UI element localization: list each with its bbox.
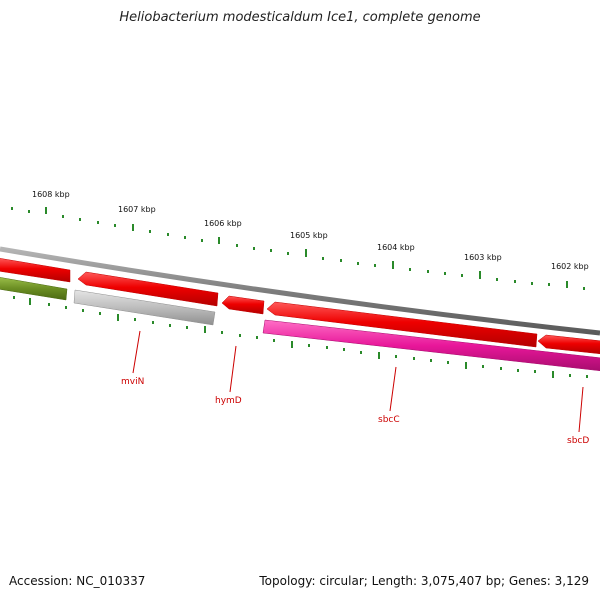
kbp-label-1603: 1603 kbp [464,253,502,262]
gene-label-sbcd[interactable]: sbcD [567,436,589,446]
forward-gene-2[interactable] [77,271,219,307]
kbp-label-1607: 1607 kbp [118,205,156,214]
kbp-label-1604: 1604 kbp [377,243,415,252]
kbp-label-1606: 1606 kbp [204,219,242,228]
gene-label-hymd[interactable]: hymD [215,396,242,406]
forward-gene-4[interactable] [266,301,538,348]
outer-ticks [11,207,585,290]
forward-gene-5[interactable] [537,334,600,355]
genome-summary-text: Topology: circular; Length: 3,075,407 bp… [259,574,589,588]
kbp-label-1605: 1605 kbp [290,231,328,240]
kbp-label-1608: 1608 kbp [32,190,70,199]
gene-leader-lines [132,330,584,433]
kbp-label-1602: 1602 kbp [551,262,589,271]
reverse-gene-olive[interactable] [0,277,68,301]
accession-text: Accession: NC_010337 [9,574,146,588]
map-title: Heliobacterium modesticaldum Ice1, compl… [119,10,481,25]
reverse-gene-grey[interactable] [73,289,216,326]
gene-label-mvin[interactable]: mviN [121,377,144,387]
reverse-gene-pink[interactable] [262,319,600,372]
inner-ticks [13,296,588,378]
genome-backbone [0,246,600,336]
forward-gene-1[interactable] [0,258,71,283]
forward-gene-3[interactable] [221,295,265,315]
gene-label-sbcc[interactable]: sbcC [378,415,400,425]
